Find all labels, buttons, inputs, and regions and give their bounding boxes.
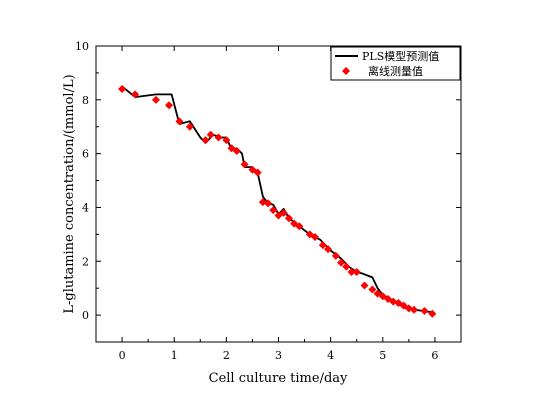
data-point-offline: [337, 258, 346, 267]
legend-label-offline: 离线测量值: [368, 64, 423, 78]
x-tick-label: 6: [431, 349, 438, 362]
y-axis-title: L-glutamine concentration/(mmol/L): [62, 74, 77, 313]
data-point-offline: [360, 281, 369, 290]
axis-ticks: 0 1 2 3 4 5 6 0 2 4 6 8 10: [75, 40, 462, 362]
data-point-offline: [175, 117, 184, 126]
data-point-offline: [151, 95, 160, 104]
y-tick-label: 8: [82, 94, 89, 107]
x-tick-label: 1: [171, 349, 178, 362]
data-point-offline: [324, 245, 333, 254]
data-point-offline: [347, 268, 356, 277]
legend-box: [330, 46, 461, 81]
series-line-pls: [121, 85, 433, 314]
y-tick-label: 0: [82, 309, 89, 322]
data-point-offline: [185, 122, 194, 131]
y-tick-label: 2: [82, 255, 89, 268]
data-point-offline: [214, 133, 223, 142]
data-point-offline: [165, 101, 173, 110]
data-point-offline: [342, 262, 351, 271]
plot-frame: [95, 45, 462, 343]
data-point-offline: [428, 309, 437, 318]
data-point-offline: [295, 222, 304, 231]
y-tick-label: 6: [82, 148, 89, 161]
x-tick-label: 0: [119, 349, 126, 362]
data-point-offline: [118, 85, 127, 94]
data-point-offline: [420, 307, 429, 316]
x-axis-title: Cell culture time/day: [209, 371, 348, 386]
data-point-offline: [318, 241, 327, 250]
data-point-offline: [201, 136, 210, 145]
data-point-offline: [331, 251, 340, 260]
data-point-offline: [240, 160, 249, 169]
data-point-offline: [410, 305, 419, 314]
data-point-offline: [131, 90, 140, 99]
data-point-offline: [253, 168, 262, 177]
data-point-offline: [206, 130, 215, 139]
data-point-offline: [284, 214, 293, 223]
data-point-offline: [368, 285, 377, 294]
x-tick-label: 5: [379, 349, 386, 362]
legend-label-pls: PLS模型预测值: [362, 49, 439, 63]
data-point-offline: [222, 136, 231, 145]
data-point-offline: [269, 206, 278, 215]
legend: PLS模型预测值 离线测量值: [330, 46, 461, 81]
y-tick-label: 4: [82, 201, 89, 214]
legend-diamond-swatch: [342, 67, 350, 75]
data-point-offline: [311, 233, 319, 242]
data-point-offline: [279, 208, 288, 217]
x-tick-label: 3: [275, 349, 282, 362]
chart-marks: [118, 85, 437, 318]
x-tick-label: 2: [223, 349, 230, 362]
y-tick-label: 10: [75, 40, 89, 53]
data-point-offline: [352, 268, 361, 277]
data-point-offline: [232, 146, 241, 155]
x-tick-label: 4: [327, 349, 334, 362]
data-point-offline: [264, 199, 273, 208]
